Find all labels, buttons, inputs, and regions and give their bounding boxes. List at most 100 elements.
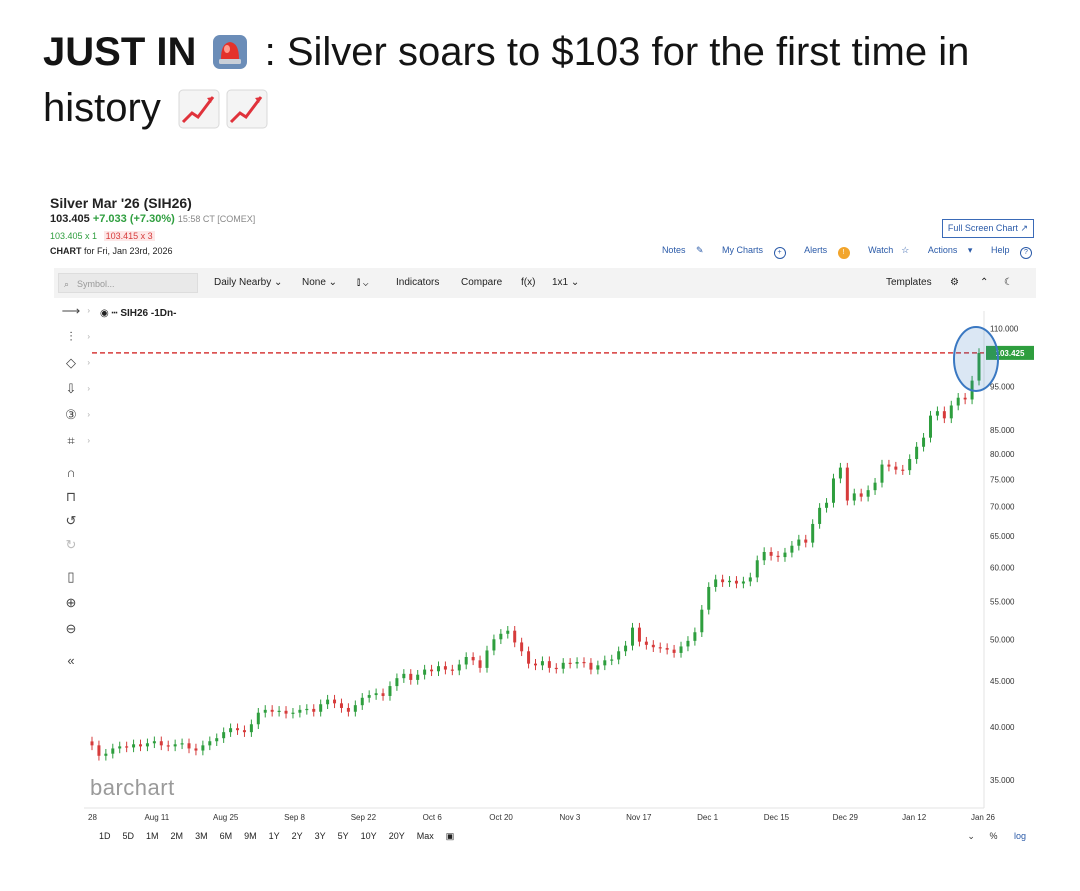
my-charts-label: My Charts: [722, 245, 764, 255]
candle-body: [866, 490, 870, 497]
collapse-icon[interactable]: ⌃: [980, 277, 989, 288]
candle-body: [222, 732, 226, 739]
candle-body: [173, 744, 177, 747]
candle-body: [845, 467, 849, 501]
range-button-1y[interactable]: 1Y: [268, 831, 280, 841]
templates-button[interactable]: Templates: [886, 277, 932, 288]
y-tick-label: 80.000: [990, 450, 1015, 459]
full-screen-chart-button[interactable]: Full Screen Chart ↗: [941, 219, 1034, 238]
range-button-5y[interactable]: 5Y: [337, 831, 349, 841]
zoom-out-icon[interactable]: ⊖: [65, 621, 77, 636]
headline-separator: :: [264, 30, 287, 74]
collapse-down-icon[interactable]: ⌄: [967, 831, 975, 841]
candle-body: [818, 507, 822, 524]
candle-body: [762, 551, 766, 561]
candle-body: [665, 648, 669, 650]
candle-body: [353, 705, 357, 712]
symbol-search-input[interactable]: ⌕ Symbol...: [58, 273, 198, 293]
zoom-in-icon[interactable]: ⊕: [65, 595, 77, 610]
range-button-3m[interactable]: 3M: [195, 831, 208, 841]
candle-body: [485, 650, 489, 668]
candle-body: [333, 699, 337, 704]
candle-body: [721, 579, 725, 583]
y-tick-label: 70.000: [990, 503, 1015, 512]
candle-body: [956, 397, 960, 406]
bar-type-dropdown[interactable]: ⫾ ⌄: [357, 277, 369, 288]
range-button-max[interactable]: Max: [416, 831, 434, 841]
range-button-2y[interactable]: 2Y: [291, 831, 303, 841]
range-button-20y[interactable]: 20Y: [388, 831, 405, 841]
candle-body: [291, 712, 295, 714]
crosshair-tool-icon[interactable]: ⟶ ›: [61, 303, 90, 318]
range-button-10y[interactable]: 10Y: [360, 831, 377, 841]
layout-dropdown[interactable]: 1x1 ⌄: [552, 277, 580, 288]
x-tick-label: Dec 1: [697, 813, 718, 822]
candle-body: [644, 641, 648, 645]
log-toggle[interactable]: log: [1013, 831, 1026, 841]
percent-toggle[interactable]: %: [989, 831, 998, 841]
collapse-sidebar-icon[interactable]: «: [67, 653, 75, 668]
candle-body: [547, 661, 551, 668]
eye-icon[interactable]: ◉: [100, 308, 109, 319]
range-button-3y[interactable]: 3Y: [314, 831, 326, 841]
candle-body: [527, 651, 531, 664]
candle-body: [97, 745, 101, 756]
y-tick-label: 60.000: [990, 563, 1015, 572]
notes-label: Notes: [661, 245, 686, 255]
range-button-9m[interactable]: 9M: [244, 831, 257, 841]
theme-icon[interactable]: ☾: [1004, 277, 1013, 288]
counter-tool-icon[interactable]: ③ ›: [65, 407, 90, 422]
help-link[interactable]: Help ?: [983, 245, 1032, 259]
gear-icon[interactable]: ⚙: [950, 277, 959, 288]
my-charts-link[interactable]: My Charts +: [714, 245, 786, 259]
candle-body: [831, 478, 835, 503]
candle-body: [977, 352, 981, 381]
range-button-5d[interactable]: 5D: [122, 831, 135, 841]
shape-tool-icon[interactable]: ◇ ›: [66, 355, 90, 370]
chart-title: Silver Mar '26 (SIH26): [50, 195, 192, 211]
candle-body: [139, 744, 143, 747]
overlay-label: None: [302, 277, 326, 288]
alerts-link[interactable]: Alerts !: [796, 245, 850, 259]
overlay-dropdown[interactable]: None ⌄: [302, 277, 338, 288]
indicators-button[interactable]: Indicators: [396, 277, 440, 288]
candle-body: [769, 551, 773, 556]
calendar-icon[interactable]: ▣: [445, 831, 455, 841]
highlight-circle: [953, 325, 999, 392]
actions-link[interactable]: Actions ▾: [920, 245, 973, 255]
candle-body: [804, 539, 808, 543]
period-dropdown[interactable]: Daily Nearby ⌄: [214, 277, 283, 288]
price-chart: 110.000 95.000 85.000 80.000 75.000 70.000 65.…: [84, 311, 1034, 822]
x-tick-label: Sep 8: [284, 813, 305, 822]
candle-body: [471, 657, 475, 661]
fx-button[interactable]: f(x): [521, 277, 536, 288]
scale-options: ⌄ % log: [967, 831, 1026, 842]
trendline-tool-icon[interactable]: ⫶ ›: [69, 329, 90, 344]
x-tick-label: Jan 26: [971, 813, 996, 822]
trash-icon[interactable]: ▯: [67, 569, 75, 584]
undo-icon[interactable]: ↺: [65, 513, 77, 528]
magnet-icon[interactable]: ∩: [66, 465, 76, 480]
watch-link[interactable]: Watch ☆: [860, 245, 909, 255]
notes-link[interactable]: Notes ✎: [654, 245, 704, 255]
pattern-tool-icon[interactable]: ⌗ ›: [67, 433, 90, 448]
candle-body: [686, 640, 690, 647]
period-label: Daily Nearby: [214, 277, 272, 288]
x-tick-label: Oct 6: [423, 813, 443, 822]
plus-circle-icon: +: [773, 247, 786, 259]
compare-button[interactable]: Compare: [461, 277, 503, 288]
candle-body: [693, 632, 697, 641]
candle-body: [326, 699, 330, 705]
expand-icon: ↗: [1020, 223, 1028, 233]
range-button-6m[interactable]: 6M: [219, 831, 233, 841]
redo-icon[interactable]: ↻: [65, 537, 77, 552]
arrow-tool-icon[interactable]: ⇩ ›: [65, 381, 90, 396]
chart-date-line: CHART for Fri, Jan 23rd, 2026: [50, 246, 173, 256]
candle-body: [949, 405, 953, 419]
lock-icon[interactable]: ⊓: [65, 489, 77, 504]
range-button-1m[interactable]: 1M: [146, 831, 159, 841]
candle-body: [534, 663, 537, 666]
range-button-2m[interactable]: 2M: [170, 831, 184, 841]
range-button-1d[interactable]: 1D: [99, 831, 111, 841]
candle-body: [166, 745, 170, 747]
